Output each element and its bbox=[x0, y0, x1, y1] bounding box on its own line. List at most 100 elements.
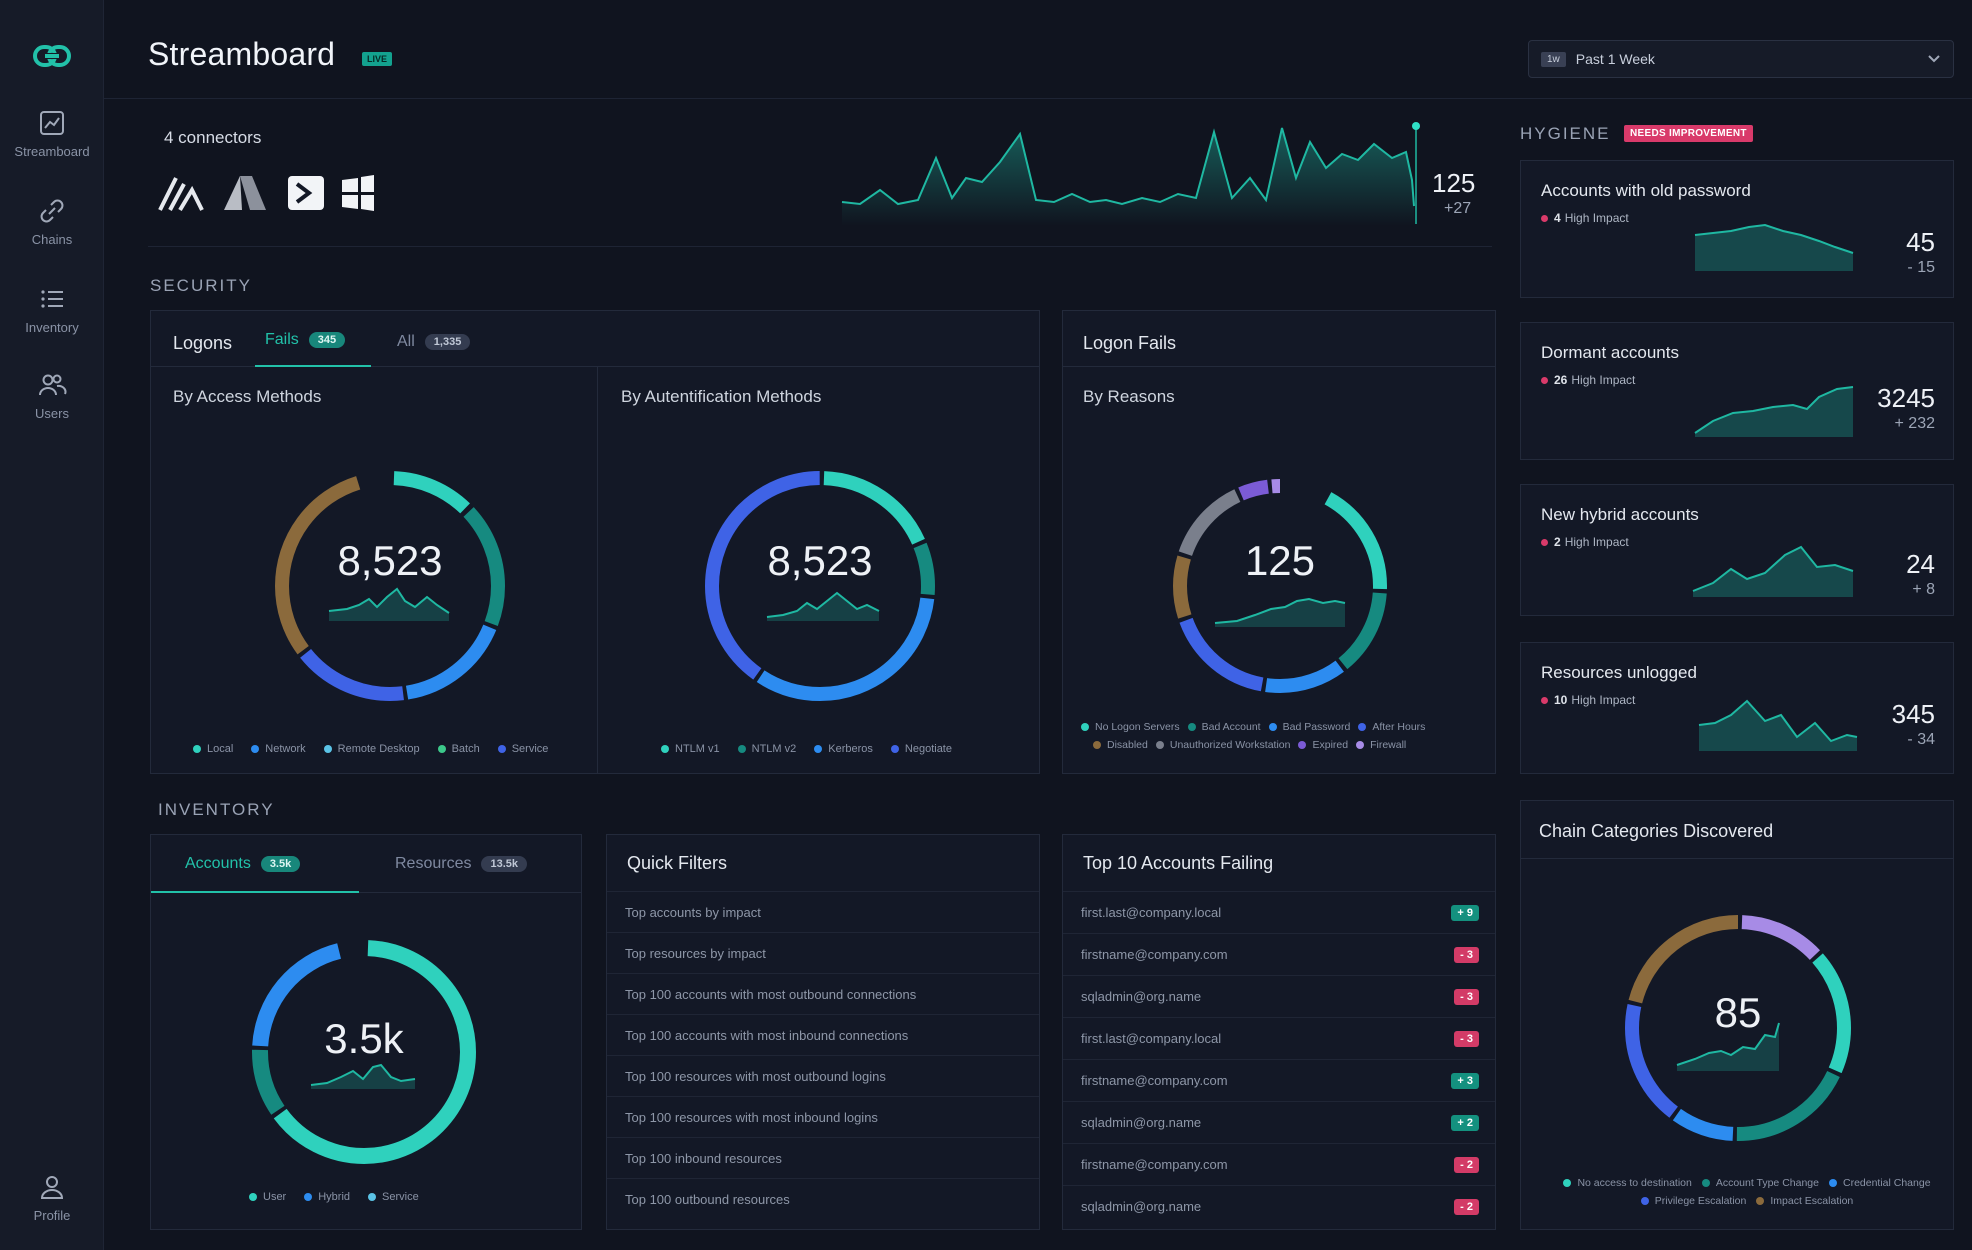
users-icon bbox=[39, 374, 67, 396]
quick-filter-item[interactable]: Top resources by impact bbox=[607, 932, 1039, 973]
header-divider bbox=[104, 98, 1972, 99]
auth-methods-title: By Autentification Methods bbox=[621, 387, 822, 406]
chevron-down-icon bbox=[1928, 55, 1940, 63]
tab-resources[interactable]: Resources 13.5k bbox=[395, 855, 528, 873]
auth-sparkline bbox=[766, 591, 880, 618]
table-row[interactable]: first.last@company.local - 3 bbox=[1063, 1017, 1495, 1059]
chain-categories-title: Chain Categories Discovered bbox=[1539, 821, 1774, 841]
tab-accounts-count: 3.5k bbox=[260, 856, 301, 872]
change-badge: - 3 bbox=[1454, 946, 1479, 963]
top-accounts-panel: Top 10 Accounts Failing first.last@compa… bbox=[1062, 834, 1496, 1230]
connectors-divider bbox=[148, 246, 1492, 247]
table-row[interactable]: firstname@company.com + 3 bbox=[1063, 1059, 1495, 1101]
auth-segment-negotiate bbox=[705, 471, 935, 701]
auth-methods-legend: NTLM v1 NTLM v2 Kerberos Negotiate bbox=[661, 743, 952, 755]
logon-fails-panel: Logon Fails By Reasons 125 No Logon Serv… bbox=[1062, 310, 1496, 774]
legend-item: No access to destination bbox=[1563, 1177, 1692, 1189]
tab-resources-label: Resources bbox=[395, 855, 472, 872]
hygiene-status-badge: NEEDS IMPROVEMENT bbox=[1624, 125, 1753, 142]
change-badge: - 2 bbox=[1454, 1198, 1479, 1215]
legend-item: Expired bbox=[1298, 739, 1348, 751]
reasons-donut bbox=[1173, 479, 1387, 693]
quick-filter-item[interactable]: Top accounts by impact bbox=[607, 891, 1039, 932]
hygiene-sparkline bbox=[1694, 223, 1854, 271]
hygiene-card-delta: + 232 bbox=[1894, 415, 1935, 432]
security-section-title: SECURITY bbox=[150, 276, 252, 295]
inventory-segment-service-teal bbox=[252, 940, 476, 1164]
tab-accounts-underline bbox=[151, 891, 359, 893]
table-row[interactable]: sqladmin@org.name - 2 bbox=[1063, 1185, 1495, 1227]
access-segment-network-teal bbox=[275, 471, 505, 701]
hygiene-card-value: 24 bbox=[1906, 549, 1935, 579]
quick-filter-item[interactable]: Top 100 resources with most inbound logi… bbox=[607, 1096, 1039, 1137]
inventory-sparkline bbox=[310, 1063, 416, 1086]
connector-slash-logo-icon[interactable] bbox=[158, 172, 204, 214]
period-select[interactable]: 1w Past 1 Week bbox=[1528, 40, 1954, 78]
legend-item: Privilege Escalation bbox=[1640, 1195, 1746, 1207]
sidebar-item-label: Chains bbox=[31, 232, 73, 247]
hygiene-card-title: Dormant accounts bbox=[1541, 343, 1679, 362]
hygiene-card-hybrid[interactable]: New hybrid accounts 2 High Impact 24 + 8 bbox=[1520, 484, 1954, 616]
tab-all[interactable]: All 1,335 bbox=[397, 333, 471, 351]
tab-fails[interactable]: Fails 345 bbox=[265, 331, 346, 349]
legend-item: Batch bbox=[437, 743, 480, 755]
legend-item: After Hours bbox=[1358, 721, 1425, 733]
access-methods-donut bbox=[275, 471, 505, 701]
hygiene-section-title: HYGIENE bbox=[1520, 124, 1611, 143]
connector-azure-logo-icon[interactable] bbox=[222, 172, 268, 214]
table-row[interactable]: first.last@company.local + 9 bbox=[1063, 891, 1495, 933]
inventory-section-title: INVENTORY bbox=[158, 800, 275, 819]
quick-filter-item[interactable]: Top 100 inbound resources bbox=[607, 1137, 1039, 1178]
table-row[interactable]: firstname@company.com - 3 bbox=[1063, 933, 1495, 975]
account-email: sqladmin@org.name bbox=[1081, 1199, 1202, 1214]
hygiene-card-delta: - 15 bbox=[1907, 259, 1935, 276]
hygiene-sparkline bbox=[1694, 386, 1854, 437]
legend-item: Bad Account bbox=[1187, 721, 1261, 733]
access-segment-batch bbox=[275, 471, 505, 701]
hygiene-card-title: Accounts with old password bbox=[1541, 181, 1751, 200]
hygiene-card-resources-unlogged[interactable]: Resources unlogged 10 High Impact 345 - 3… bbox=[1520, 642, 1954, 774]
legend-item: Remote Desktop bbox=[323, 743, 420, 755]
tab-all-label: All bbox=[397, 333, 415, 350]
chain-sparkline bbox=[1676, 1022, 1780, 1066]
connectors-count: 4 connectors bbox=[164, 128, 262, 147]
access-segment-service bbox=[275, 471, 505, 701]
tab-accounts-label: Accounts bbox=[185, 855, 251, 872]
chain-segment-no-access bbox=[1625, 915, 1851, 1141]
sidebar-item-profile[interactable]: Profile bbox=[0, 1172, 104, 1223]
sidebar-item-streamboard[interactable]: Streamboard bbox=[0, 108, 104, 159]
legend-item: No Logon Servers bbox=[1081, 721, 1180, 733]
connector-terminal-logo-icon[interactable] bbox=[284, 172, 330, 214]
sidebar-item-label: Profile bbox=[33, 1208, 71, 1223]
hygiene-card-dormant[interactable]: Dormant accounts 26 High Impact 3245 + 23… bbox=[1520, 322, 1954, 460]
table-row[interactable]: sqladmin@org.name + 2 bbox=[1063, 1101, 1495, 1143]
sidebar-item-chains[interactable]: Chains bbox=[0, 196, 104, 247]
hygiene-card-old-password[interactable]: Accounts with old password 4 High Impact … bbox=[1520, 160, 1954, 298]
hygiene-card-impact: 2 High Impact bbox=[1541, 535, 1629, 549]
auth-methods-value: 8,523 bbox=[767, 537, 873, 584]
quick-filters-title: Quick Filters bbox=[627, 853, 728, 873]
tab-resources-count: 13.5k bbox=[481, 856, 528, 872]
connector-windows-logo-icon[interactable] bbox=[340, 172, 386, 214]
table-row[interactable]: sqladmin@org.name - 3 bbox=[1063, 975, 1495, 1017]
quick-filter-item[interactable]: Top 100 accounts with most inbound conne… bbox=[607, 1014, 1039, 1055]
reasons-segment-firewall bbox=[1173, 479, 1387, 693]
access-methods-title: By Access Methods bbox=[173, 387, 322, 406]
chain-segment-account-type bbox=[1625, 915, 1851, 1141]
table-row[interactable]: firstname@company.com - 2 bbox=[1063, 1143, 1495, 1185]
chain-categories-legend: No access to destination Account Type Ch… bbox=[1547, 1177, 1947, 1207]
sidebar-item-inventory[interactable]: Inventory bbox=[0, 284, 104, 335]
logo[interactable] bbox=[0, 36, 104, 76]
sidebar-item-users[interactable]: Users bbox=[0, 370, 104, 421]
chain-categories-panel: Chain Categories Discovered 85 No access… bbox=[1520, 800, 1954, 1230]
quick-filter-item[interactable]: Top 100 resources with most outbound log… bbox=[607, 1055, 1039, 1096]
tab-accounts[interactable]: Accounts 3.5k bbox=[185, 855, 301, 873]
legend-item: Account Type Change bbox=[1701, 1177, 1819, 1189]
inventory-legend: User Hybrid Service bbox=[249, 1191, 419, 1203]
quick-filter-item[interactable]: Top 100 outbound resources bbox=[607, 1178, 1039, 1219]
change-badge: + 3 bbox=[1451, 1072, 1479, 1089]
quick-filter-item[interactable]: Top 100 accounts with most outbound conn… bbox=[607, 973, 1039, 1014]
hygiene-card-impact: 4 High Impact bbox=[1541, 211, 1629, 225]
inventory-segment-user bbox=[252, 940, 476, 1164]
change-badge: - 3 bbox=[1454, 988, 1479, 1005]
